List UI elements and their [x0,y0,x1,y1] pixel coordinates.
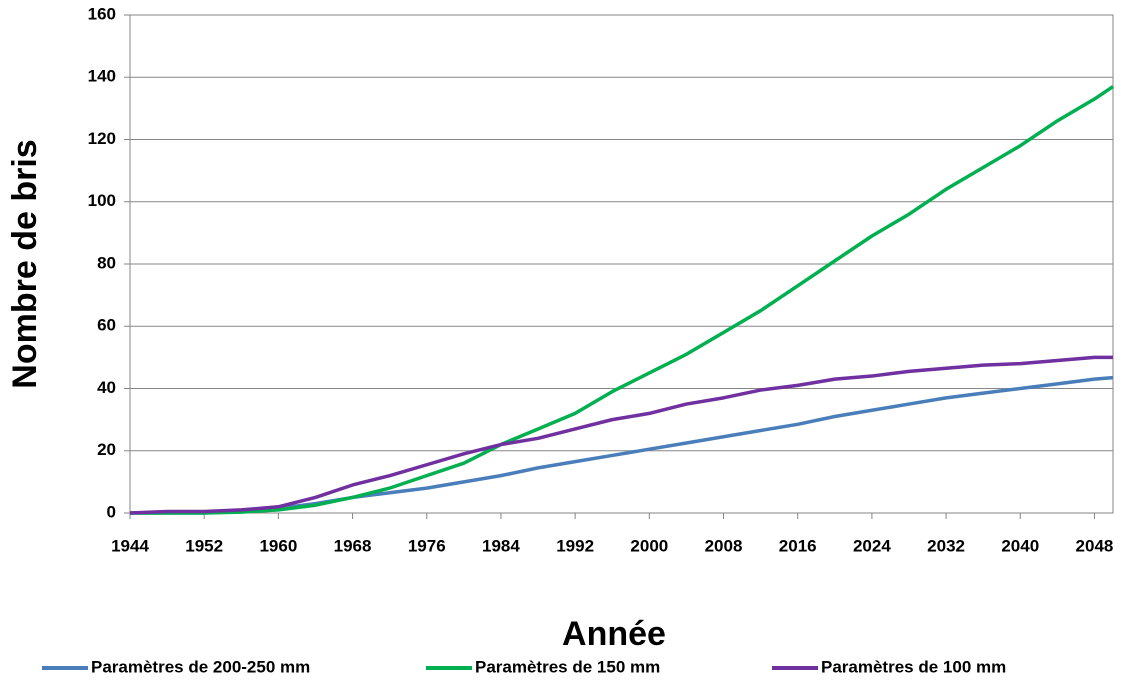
y-tick-label: 120 [88,129,116,148]
plot-border [129,14,1114,514]
y-tick-label: 0 [107,502,116,521]
x-tick-label: 1992 [556,536,594,555]
x-tick-label: 1984 [482,536,520,555]
x-tick-label: 1944 [111,536,149,555]
y-axis-title: Nombre de bris [6,139,44,388]
x-tick-label: 2000 [630,536,668,555]
legend-label: Paramètres de 150 mm [475,657,660,676]
y-tick-label: 100 [88,191,116,210]
x-tick-label: 1968 [334,536,372,555]
y-tick-label: 20 [97,440,116,459]
x-tick-label: 2016 [779,536,817,555]
y-tick-label: 40 [97,378,116,397]
x-tick-label: 2040 [1001,536,1039,555]
x-tick-label: 2048 [1076,536,1114,555]
x-tick-label: 1976 [408,536,446,555]
series-line [130,85,1114,515]
y-tick-label: 80 [97,253,116,272]
series-line [129,355,1113,515]
x-tick-label: 2032 [927,536,965,555]
legend-label: Paramètres de 100 mm [821,657,1006,676]
y-tick-label: 60 [97,316,116,335]
x-axis-title: Année [562,615,666,653]
y-tick-label: 140 [88,67,116,86]
legend-label: Paramètres de 200-250 mm [91,657,310,676]
x-tick-label: 2008 [705,536,743,555]
y-tick-label: 160 [88,4,116,23]
x-tick-label: 1952 [185,536,223,555]
x-tick-label: 2024 [853,536,891,555]
x-tick-label: 1960 [259,536,297,555]
series-line [130,375,1114,515]
